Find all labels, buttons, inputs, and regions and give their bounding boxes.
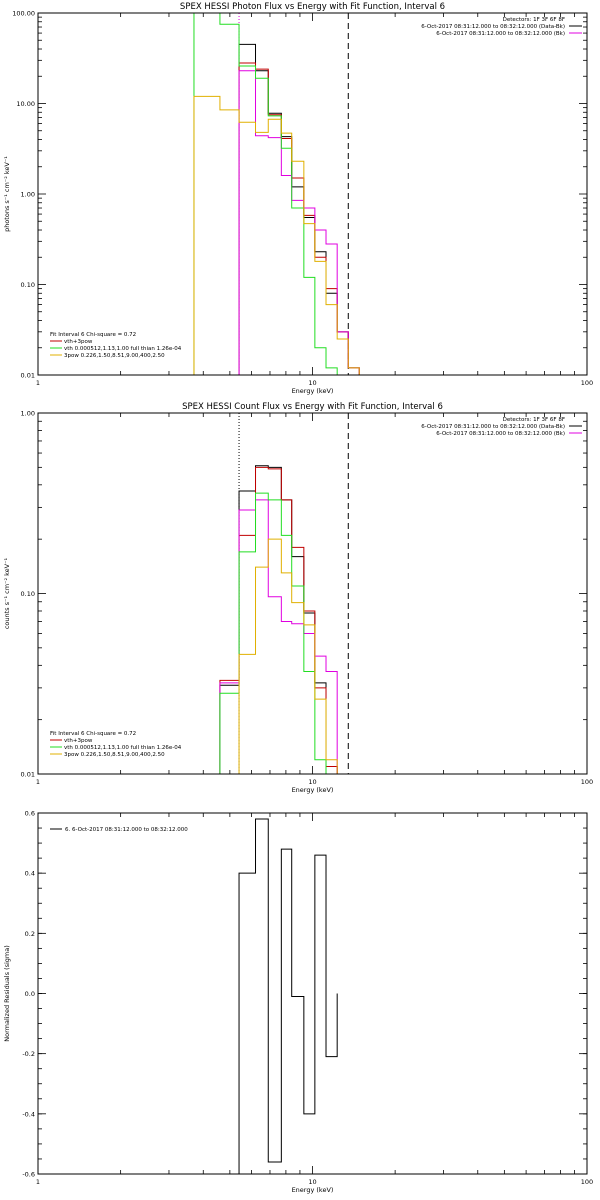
legend-bottom-entry: vth+3pow <box>64 339 93 345</box>
series-step-line-magenta <box>219 499 338 774</box>
legend-bottom-entry: Fit Interval 6 Chi-square = 0.72 <box>50 332 136 338</box>
legend-top-entry: 6-Oct-2017 08:31:12.000 to 08:32:12.000 … <box>421 424 565 430</box>
y-tick-label: -0.6 <box>22 1171 35 1179</box>
x-tick-label: 100 <box>581 379 593 387</box>
legend-bottom-entry: vth 0.000512,1.13,1.00 full thian 1.26e-… <box>64 745 182 751</box>
x-axis-label: Energy (keV) <box>292 786 334 794</box>
plot-frame <box>37 812 588 1175</box>
x-tick-label: 1 <box>36 778 40 786</box>
y-tick-label: 0.6 <box>25 810 35 818</box>
series-step-line-yellow <box>193 95 360 375</box>
y-tick-label: 0.01 <box>21 372 35 380</box>
x-tick-label: 100 <box>581 778 593 786</box>
legend-top-entry: Detectors: 1F 3F 6F 8F <box>503 17 565 23</box>
x-axis-label: Energy (keV) <box>292 387 334 395</box>
chart-title: SPEX HESSI Count Flux vs Energy with Fit… <box>182 402 443 412</box>
y-tick-label: 1.00 <box>21 191 35 199</box>
legend-topleft-entry: 6. 6-Oct-2017 08:31:12.000 to 08:32:12.0… <box>65 827 188 833</box>
y-tick-label: 0.01 <box>21 771 35 779</box>
x-tick-label: 10 <box>308 379 316 387</box>
y-tick-label: 0.4 <box>25 870 35 878</box>
legend-bottom-entry: 3pow 0.226,1.50,8.51,9.00,400,2.50 <box>64 353 165 359</box>
series-step-line-black <box>219 465 338 774</box>
x-tick-label: 10 <box>308 1178 316 1186</box>
plot-frame <box>37 12 588 376</box>
legend-bottom-entry: 3pow 0.226,1.50,8.51,9.00,400,2.50 <box>64 752 165 758</box>
y-tick-label: 0.10 <box>21 281 35 289</box>
series-step-line-magenta <box>238 70 360 375</box>
y-tick-label: 0.2 <box>25 930 35 938</box>
x-tick-label: 1 <box>36 379 40 387</box>
plot-frame <box>37 412 588 775</box>
legend-bottom-entry: vth 0.000512,1.13,1.00 full thian 1.26e-… <box>64 346 182 352</box>
series-step-line-green <box>193 13 338 375</box>
chart-title: SPEX HESSI Photon Flux vs Energy with Fi… <box>180 2 445 12</box>
y-tick-label: 1.00 <box>21 410 35 418</box>
chart-panel-2: SPEX HESSI Count Flux vs Energy with Fit… <box>3 402 593 794</box>
x-tick-label: 1 <box>36 1178 40 1186</box>
series-step-line-red <box>219 466 338 774</box>
legend-top-entry: Detectors: 1F 3F 6F 8F <box>503 417 565 423</box>
y-tick-label: 0.10 <box>21 590 35 598</box>
y-axis-label: counts s⁻¹ cm⁻² keV⁻¹ <box>3 557 11 629</box>
y-tick-label: 0.0 <box>25 990 35 998</box>
legend-top-entry: 6-Oct-2017 08:31:12.000 to 08:32:12.000 … <box>436 31 565 37</box>
series-step-line-red <box>238 62 360 375</box>
series-step-line-yellow <box>238 538 338 774</box>
x-axis-label: Energy (keV) <box>292 1186 334 1194</box>
y-tick-label: 100.00 <box>12 10 35 18</box>
x-tick-label: 100 <box>581 1178 593 1186</box>
legend-top-entry: 6-Oct-2017 08:31:12.000 to 08:32:12.000 … <box>436 431 565 437</box>
chart-panel-3: Energy (keV) Normalized Residuals (sigma)… <box>3 810 593 1195</box>
y-tick-label: 10.00 <box>16 100 35 108</box>
legend-top-entry: 6-Oct-2017 08:31:12.000 to 08:32:12.000 … <box>421 24 565 30</box>
chart-panel-1: SPEX HESSI Photon Flux vs Energy with Fi… <box>3 2 593 395</box>
y-axis-label: Normalized Residuals (sigma) <box>3 945 11 1042</box>
y-tick-label: -0.2 <box>22 1050 35 1058</box>
series-step-line-black <box>238 818 338 1174</box>
legend-bottom-entry: vth+3pow <box>64 738 93 744</box>
legend-bottom-entry: Fit Interval 6 Chi-square = 0.72 <box>50 731 136 737</box>
y-axis-label: photons s⁻¹ cm⁻² keV⁻¹ <box>3 156 11 232</box>
x-tick-label: 10 <box>308 778 316 786</box>
series-step-line-black <box>238 43 360 375</box>
y-tick-label: -0.4 <box>22 1110 35 1118</box>
